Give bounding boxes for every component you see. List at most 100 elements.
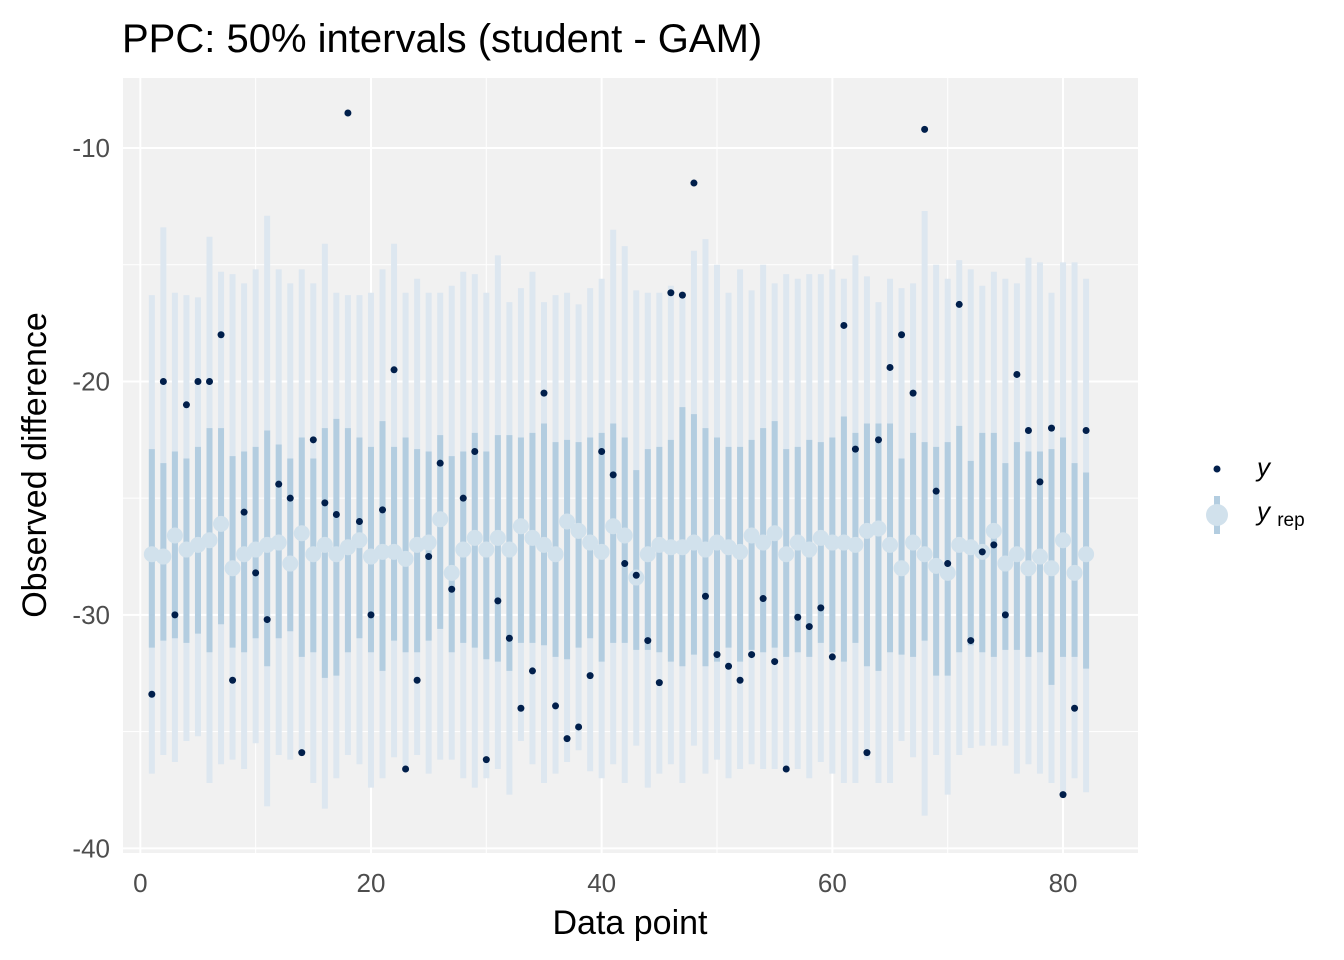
legend-yrep-key bbox=[1206, 504, 1228, 526]
legend: y y rep bbox=[1206, 452, 1305, 534]
yrep-median-point bbox=[916, 546, 933, 563]
yrep-median-point bbox=[847, 536, 864, 553]
observed-y-point bbox=[459, 494, 467, 502]
yrep-median-point bbox=[559, 513, 576, 530]
observed-y-points bbox=[148, 109, 1090, 799]
y-tick-label: -10 bbox=[72, 133, 110, 163]
observed-y-point bbox=[229, 676, 237, 684]
yrep-median-point bbox=[351, 532, 368, 549]
observed-y-point bbox=[621, 560, 629, 568]
observed-y-point bbox=[1036, 478, 1044, 486]
yrep-median-point bbox=[685, 534, 702, 551]
observed-y-point bbox=[609, 471, 617, 479]
observed-y-point bbox=[782, 765, 790, 773]
observed-y-point bbox=[655, 679, 663, 687]
observed-y-point bbox=[298, 749, 306, 757]
observed-y-point bbox=[851, 445, 859, 453]
chart-title: PPC: 50% intervals (student - GAM) bbox=[122, 17, 762, 61]
observed-y-point bbox=[505, 634, 513, 642]
x-tick-label: 80 bbox=[1049, 868, 1078, 898]
observed-y-point bbox=[586, 672, 594, 680]
yrep-median-point bbox=[616, 527, 633, 544]
observed-y-point bbox=[344, 109, 352, 117]
observed-y-point bbox=[828, 653, 836, 661]
observed-y-point bbox=[713, 651, 721, 659]
observed-y-point bbox=[240, 508, 248, 516]
observed-y-point bbox=[563, 735, 571, 743]
yrep-median-point bbox=[535, 536, 552, 553]
y-tick-label: -30 bbox=[72, 600, 110, 630]
observed-y-point bbox=[148, 690, 156, 698]
yrep-median-point bbox=[639, 546, 656, 563]
yrep-median-point bbox=[778, 546, 795, 563]
observed-y-point bbox=[309, 436, 317, 444]
observed-y-point bbox=[978, 548, 986, 556]
observed-y-point bbox=[1071, 704, 1079, 712]
yrep-median-point bbox=[662, 539, 679, 556]
observed-y-point bbox=[909, 389, 917, 397]
observed-y-point bbox=[321, 499, 329, 507]
yrep-median-point bbox=[755, 534, 772, 551]
yrep-median-point bbox=[582, 534, 599, 551]
observed-y-point bbox=[794, 613, 802, 621]
yrep-median-point bbox=[478, 541, 495, 558]
yrep-median-point bbox=[870, 520, 887, 537]
yrep-median-point bbox=[374, 543, 391, 560]
observed-y-point bbox=[840, 321, 848, 329]
observed-y-point bbox=[678, 291, 686, 299]
observed-y-point bbox=[332, 511, 340, 519]
observed-y-point bbox=[1047, 424, 1055, 432]
yrep-median-point bbox=[1066, 564, 1083, 581]
yrep-median-point bbox=[789, 534, 806, 551]
y-tick-label: -20 bbox=[72, 366, 110, 396]
observed-y-point bbox=[575, 723, 583, 731]
observed-y-point bbox=[886, 363, 894, 371]
observed-y-point bbox=[967, 637, 975, 645]
observed-y-point bbox=[286, 494, 294, 502]
observed-y-point bbox=[921, 125, 929, 133]
yrep-median-point bbox=[593, 543, 610, 560]
yrep-median-point bbox=[697, 541, 714, 558]
legend-yrep-label: y bbox=[1255, 496, 1272, 526]
yrep-median-point bbox=[316, 536, 333, 553]
yrep-median-point bbox=[801, 541, 818, 558]
yrep-median-point bbox=[489, 529, 506, 546]
observed-y-point bbox=[263, 616, 271, 624]
observed-y-point bbox=[898, 331, 906, 339]
observed-y-point bbox=[701, 592, 709, 600]
x-tick-label: 0 bbox=[133, 868, 147, 898]
observed-y-point bbox=[275, 480, 283, 488]
yrep-median-point bbox=[732, 543, 749, 560]
observed-y-point bbox=[217, 331, 225, 339]
yrep-median-point bbox=[605, 518, 622, 535]
observed-y-point bbox=[448, 585, 456, 593]
observed-y-point bbox=[1001, 611, 1009, 619]
observed-y-point bbox=[413, 676, 421, 684]
observed-y-point bbox=[644, 637, 652, 645]
observed-y-point bbox=[667, 289, 675, 297]
observed-y-point bbox=[817, 604, 825, 612]
yrep-median-point bbox=[570, 522, 587, 539]
observed-y-point bbox=[517, 704, 525, 712]
x-tick-label: 40 bbox=[587, 868, 616, 898]
yrep-median-point bbox=[766, 525, 783, 542]
yrep-median-point bbox=[1078, 546, 1095, 563]
y-axis-label: Observed difference bbox=[16, 312, 54, 618]
observed-y-point bbox=[552, 702, 560, 710]
x-tick-label: 20 bbox=[357, 868, 386, 898]
svg-text:y rep: y rep bbox=[1255, 496, 1305, 531]
x-axis-ticks: 0 20 40 60 80 bbox=[133, 868, 1077, 898]
observed-y-point bbox=[690, 179, 698, 187]
observed-y-point bbox=[748, 651, 756, 659]
yrep-median-point bbox=[743, 527, 760, 544]
observed-y-point bbox=[436, 459, 444, 467]
observed-y-point bbox=[171, 611, 179, 619]
yrep-median-points bbox=[143, 511, 1095, 586]
legend-y-key bbox=[1213, 465, 1221, 473]
yrep-median-point bbox=[939, 564, 956, 581]
yrep-median-point bbox=[997, 555, 1014, 572]
observed-y-point bbox=[944, 560, 952, 568]
observed-y-point bbox=[182, 401, 190, 409]
observed-y-point bbox=[598, 447, 606, 455]
